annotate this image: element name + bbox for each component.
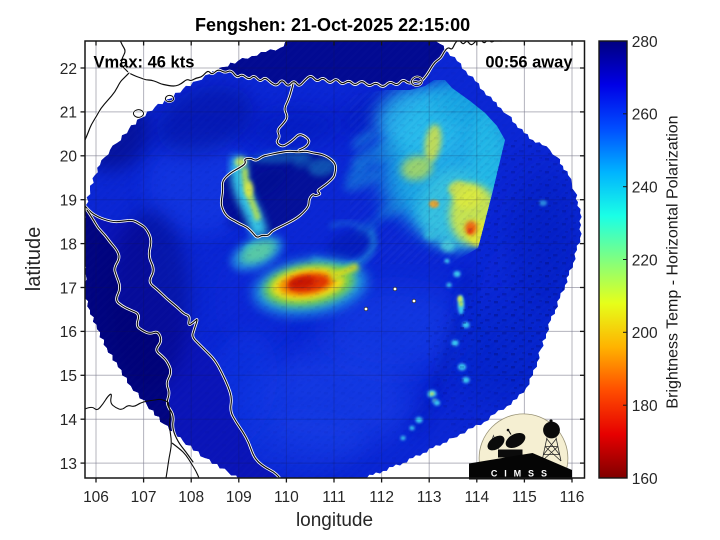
- svg-text:111: 111: [322, 489, 346, 506]
- svg-text:21: 21: [60, 105, 77, 122]
- svg-text:116: 116: [560, 489, 585, 506]
- svg-text:Brightness Temp - Horizontal P: Brightness Temp - Horizontal Polarizatio…: [665, 115, 682, 408]
- svg-text:longitude: longitude: [296, 510, 373, 531]
- svg-text:114: 114: [464, 489, 489, 506]
- svg-text:240: 240: [632, 179, 658, 196]
- svg-text:18: 18: [60, 236, 77, 253]
- svg-text:200: 200: [632, 325, 658, 342]
- svg-text:00:56 away: 00:56 away: [485, 54, 573, 72]
- svg-text:13: 13: [60, 456, 77, 473]
- svg-text:14: 14: [60, 412, 78, 429]
- svg-text:112: 112: [369, 489, 394, 506]
- svg-text:22: 22: [60, 61, 77, 78]
- svg-text:15: 15: [60, 368, 77, 385]
- svg-text:16: 16: [60, 324, 77, 341]
- svg-text:260: 260: [632, 107, 658, 124]
- svg-text:180: 180: [632, 398, 658, 415]
- svg-text:110: 110: [274, 489, 299, 506]
- svg-text:108: 108: [178, 489, 204, 506]
- svg-text:109: 109: [226, 489, 252, 506]
- svg-text:19: 19: [60, 193, 77, 210]
- svg-text:C I M S S: C I M S S: [491, 469, 549, 479]
- svg-text:107: 107: [131, 489, 157, 506]
- svg-text:Vmax: 46 kts: Vmax: 46 kts: [94, 54, 195, 72]
- svg-text:113: 113: [417, 489, 442, 506]
- svg-text:17: 17: [60, 280, 77, 297]
- svg-text:Fengshen: 21-Oct-2025 22:15:00: Fengshen: 21-Oct-2025 22:15:00: [195, 15, 470, 35]
- svg-text:280: 280: [632, 34, 658, 51]
- svg-text:115: 115: [512, 489, 537, 506]
- svg-text:106: 106: [83, 489, 109, 506]
- svg-text:latitude: latitude: [23, 227, 45, 292]
- svg-text:220: 220: [632, 252, 658, 269]
- svg-text:20: 20: [60, 149, 78, 166]
- svg-text:160: 160: [632, 471, 658, 488]
